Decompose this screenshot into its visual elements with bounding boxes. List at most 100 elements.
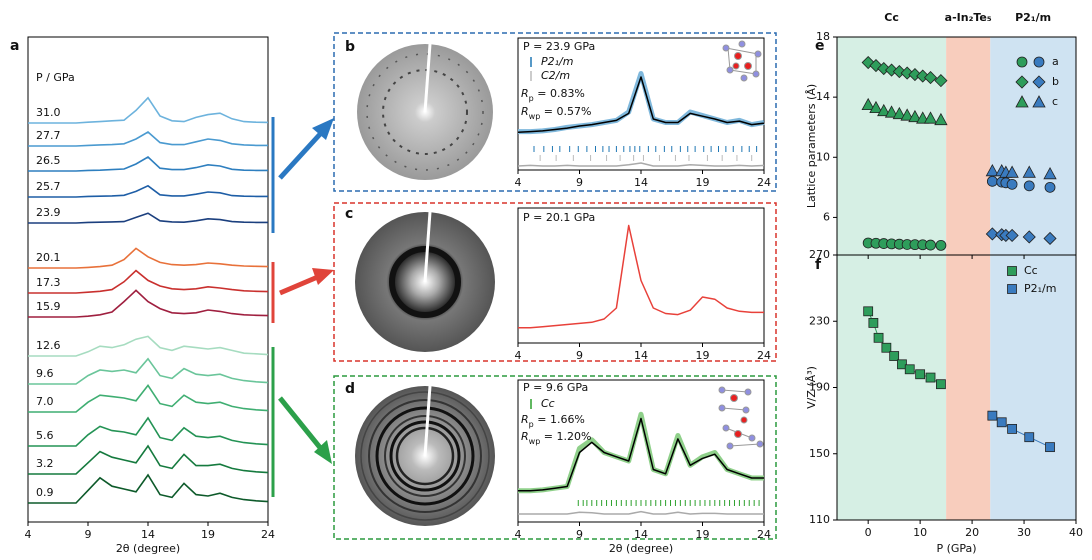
x-tick-label: 10 (913, 526, 927, 539)
arrow (280, 398, 322, 450)
x-tick-label: 24 (757, 349, 771, 362)
subscript: wp (529, 437, 541, 446)
text: = 0.57% (540, 105, 591, 118)
annotation: P = 9.6 GPa (523, 381, 588, 394)
marker (905, 365, 914, 374)
y-tick-label: 14 (816, 90, 830, 103)
region-label: P2₁/m (1015, 11, 1051, 24)
legend-label: c (1052, 95, 1058, 108)
text: = 0.83% (534, 87, 585, 100)
marker (1034, 57, 1044, 67)
x-tick-label: 14 (141, 528, 155, 541)
series-label: 0.9 (36, 486, 54, 499)
region-label: a-In₂Te₅ (945, 11, 992, 24)
annotation: Rp = 1.66% (521, 413, 585, 429)
x-tick-label: 19 (696, 176, 710, 189)
y-tick-label: 110 (809, 513, 830, 526)
legend-label: Cc (1024, 264, 1038, 277)
series-label: 9.6 (36, 367, 54, 380)
x-tick-label: 14 (634, 528, 648, 541)
y-axis-label: V/Z (Å³) (805, 366, 818, 409)
marker (936, 240, 946, 250)
difference-line (518, 163, 764, 166)
series-label: 27.7 (36, 129, 61, 142)
phase-region (990, 37, 1076, 520)
region-label: Cc (884, 11, 899, 24)
y-tick-label: 230 (809, 314, 830, 327)
marker (936, 380, 945, 389)
marker (926, 240, 936, 250)
annotation: Rp = 0.83% (521, 87, 585, 103)
x-tick-label: 24 (261, 528, 275, 541)
x-tick-label: 14 (634, 176, 648, 189)
x-tick-label: 19 (696, 349, 710, 362)
marker (1024, 181, 1034, 191)
x-axis-label: P (GPa) (936, 542, 976, 555)
diffraction-image (357, 44, 493, 180)
y-axis-label: Lattice parameters (Å) (805, 84, 818, 208)
marker (1008, 424, 1017, 433)
series-label: 25.7 (36, 180, 61, 193)
series-label: 26.5 (36, 154, 61, 167)
marker (882, 343, 891, 352)
x-tick-label: 4 (515, 176, 522, 189)
marker (1045, 182, 1055, 192)
pattern-line (28, 132, 268, 146)
panel-letter: e (815, 38, 825, 54)
x-tick-label: 0 (865, 526, 872, 539)
x-tick-label: 9 (576, 176, 583, 189)
marker (874, 333, 883, 342)
series-label: 17.3 (36, 276, 61, 289)
annotation: Rwp = 1.20% (521, 430, 591, 446)
pattern-line (28, 248, 268, 268)
symbol: R (521, 105, 529, 118)
pattern-line (28, 446, 268, 474)
y-tick-label: 10 (816, 150, 830, 163)
series-label: 12.6 (36, 339, 61, 352)
x-tick-label: 9 (576, 349, 583, 362)
x-tick-label: 40 (1069, 526, 1083, 539)
x-tick-label: 4 (515, 349, 522, 362)
panel-letter: c (345, 206, 353, 222)
series-label: 5.6 (36, 429, 54, 442)
x-axis-label: 2θ (degree) (609, 542, 673, 555)
annotation: P = 23.9 GPa (523, 40, 595, 53)
pattern-line (28, 271, 268, 293)
series-label: 20.1 (36, 251, 61, 264)
marker (988, 411, 997, 420)
x-tick-label: 9 (576, 528, 583, 541)
pattern-line (28, 157, 268, 171)
series-label: 15.9 (36, 300, 61, 313)
calculated-line (518, 226, 764, 328)
pattern-line (28, 385, 268, 412)
panel-letter: b (345, 39, 355, 55)
series-label: 3.2 (36, 457, 54, 470)
marker (926, 373, 935, 382)
pattern-line (28, 475, 268, 503)
legend-label: Cc (541, 397, 555, 410)
legend-label: b (1052, 75, 1059, 88)
x-tick-label: 9 (85, 528, 92, 541)
diffraction-image (355, 212, 495, 352)
arrow-head (312, 268, 334, 285)
group-markers (273, 117, 334, 497)
marker (1046, 443, 1055, 452)
x-tick-label: 19 (696, 528, 710, 541)
marker (1017, 57, 1027, 67)
pattern-line (28, 98, 268, 123)
diffraction-image (355, 386, 495, 526)
x-tick-label: 30 (1017, 526, 1031, 539)
panel-letter: a (10, 38, 19, 54)
marker (987, 176, 997, 186)
plot-frame (518, 208, 764, 343)
symbol: R (521, 413, 529, 426)
marker (890, 352, 899, 361)
legend-label: a (1052, 55, 1059, 68)
x-tick-label: 24 (757, 176, 771, 189)
text: = 1.20% (540, 430, 591, 443)
marker (916, 370, 925, 379)
pattern-line (28, 359, 268, 384)
pattern-line (28, 418, 268, 446)
marker (1008, 285, 1017, 294)
x-tick-label: 4 (25, 528, 32, 541)
